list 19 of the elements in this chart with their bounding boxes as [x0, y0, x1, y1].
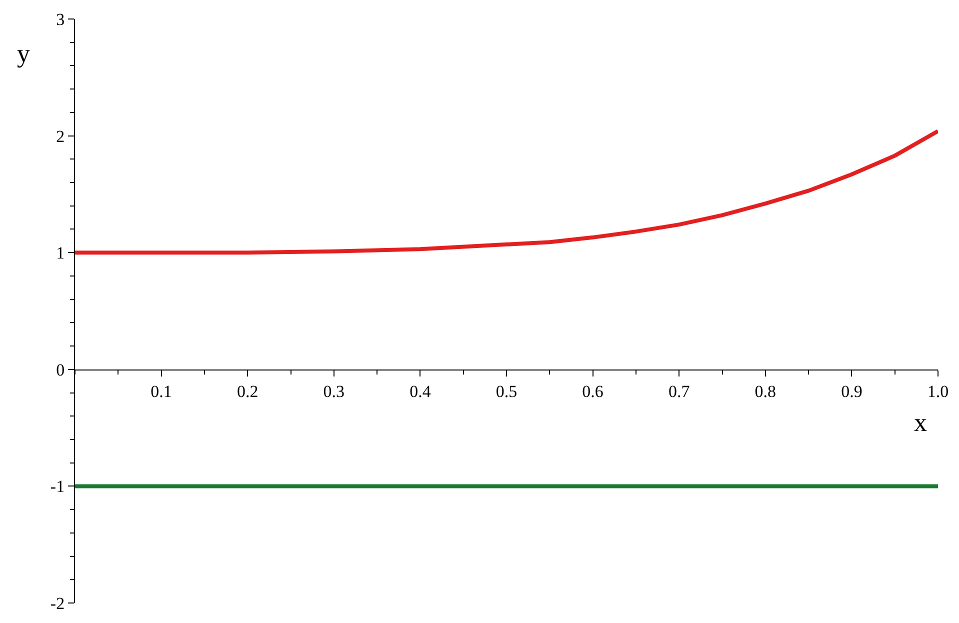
x-tick-label: 1.0 — [927, 382, 949, 401]
y-axis-title: y — [17, 39, 30, 68]
x-tick-label: 0.5 — [496, 382, 518, 401]
y-tick-label: 3 — [56, 10, 65, 29]
y-tick-label: 2 — [56, 126, 65, 146]
y-tick-label: -2 — [50, 594, 65, 613]
x-axis-title: x — [914, 408, 927, 437]
x-tick-label: 0.2 — [236, 382, 258, 401]
x-tick-label: 0.3 — [323, 382, 345, 401]
x-tick-label: 0.8 — [754, 382, 776, 401]
line-series — [75, 129, 938, 255]
x-tick-label: 0.1 — [150, 382, 172, 401]
x-tick-label: 0.4 — [410, 382, 432, 401]
y-tick-label: -1 — [50, 477, 65, 496]
x-tick-label: 0.6 — [582, 382, 604, 401]
x-tick-label: 0.7 — [668, 382, 690, 401]
y-tick-label: 0 — [56, 360, 65, 380]
x-tick-label: 0.9 — [841, 382, 862, 401]
y-tick-label: 1 — [56, 244, 65, 263]
